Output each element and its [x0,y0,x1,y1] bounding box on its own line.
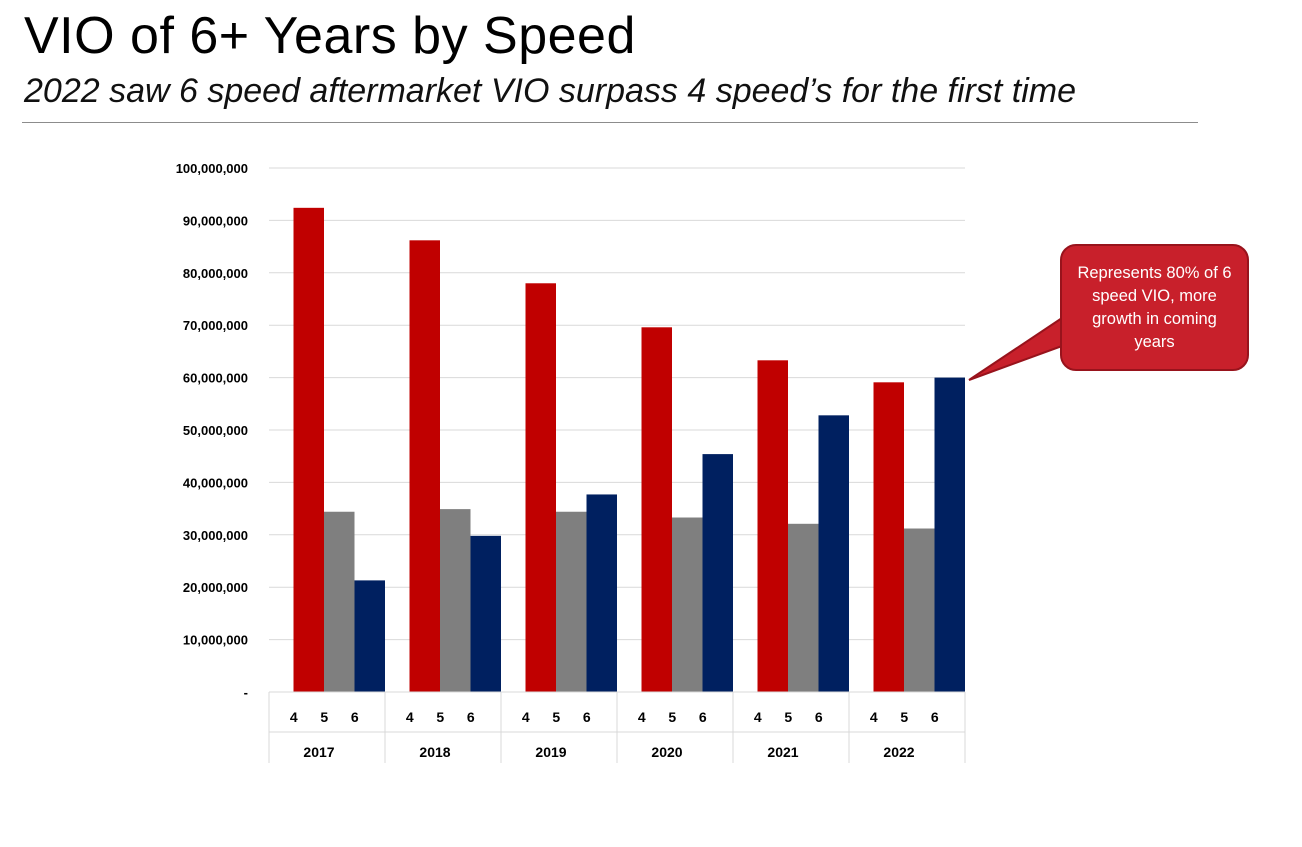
bar [293,207,324,692]
callout-text: Represents 80% of 6 speed VIO, more grow… [1077,263,1232,351]
bar [641,327,672,692]
y-tick-label: 60,000,000 [183,371,248,386]
x-subcategory-label: 5 [436,709,444,725]
x-subcategory-label: 4 [870,709,878,725]
x-subcategory-label: 6 [467,709,475,725]
y-tick-label: 40,000,000 [183,475,248,490]
x-category-label: 2018 [419,744,450,760]
bar [757,360,788,692]
x-subcategory-label: 6 [931,709,939,725]
x-subcategory-label: 4 [522,709,530,725]
x-subcategory-label: 6 [351,709,359,725]
x-category-label: 2019 [535,744,566,760]
x-subcategory-label: 6 [815,709,823,725]
bar [672,517,703,692]
y-tick-label: 30,000,000 [183,528,248,543]
bar [556,511,587,692]
x-subcategory-label: 5 [552,709,560,725]
bar [470,535,501,692]
x-subcategory-label: 5 [900,709,908,725]
y-tick-label: 50,000,000 [183,423,248,438]
y-tick-label: 10,000,000 [183,633,248,648]
title-divider [22,122,1198,123]
y-tick-label: 100,000,000 [176,161,248,176]
bar [818,415,849,692]
y-tick-label: 20,000,000 [183,580,248,595]
bar [702,454,733,692]
x-category-label: 2017 [303,744,334,760]
bar [788,523,819,692]
annotation-callout: Represents 80% of 6 speed VIO, more grow… [1060,244,1249,371]
x-subcategory-label: 4 [290,709,298,725]
bar [873,382,904,692]
bar [409,240,440,692]
bar [324,511,355,692]
x-subcategory-label: 6 [583,709,591,725]
slide-subtitle: 2022 saw 6 speed aftermarket VIO surpass… [24,72,1076,110]
bar [525,283,556,692]
y-tick-label: - [244,685,248,700]
y-tick-label: 90,000,000 [183,213,248,228]
bar [440,509,471,692]
bar [354,580,385,692]
bar [934,377,965,692]
slide-title: VIO of 6+ Years by Speed [24,7,636,65]
x-category-label: 2021 [767,744,798,760]
x-subcategory-label: 6 [699,709,707,725]
x-category-label: 2022 [883,744,914,760]
x-subcategory-label: 4 [754,709,762,725]
x-category-label: 2020 [651,744,682,760]
x-subcategory-label: 4 [638,709,646,725]
y-tick-label: 70,000,000 [183,318,248,333]
x-subcategory-label: 5 [320,709,328,725]
bar [586,494,617,692]
x-subcategory-label: 5 [668,709,676,725]
bar [904,528,935,692]
x-subcategory-label: 4 [406,709,414,725]
x-subcategory-label: 5 [784,709,792,725]
y-tick-label: 80,000,000 [183,266,248,281]
